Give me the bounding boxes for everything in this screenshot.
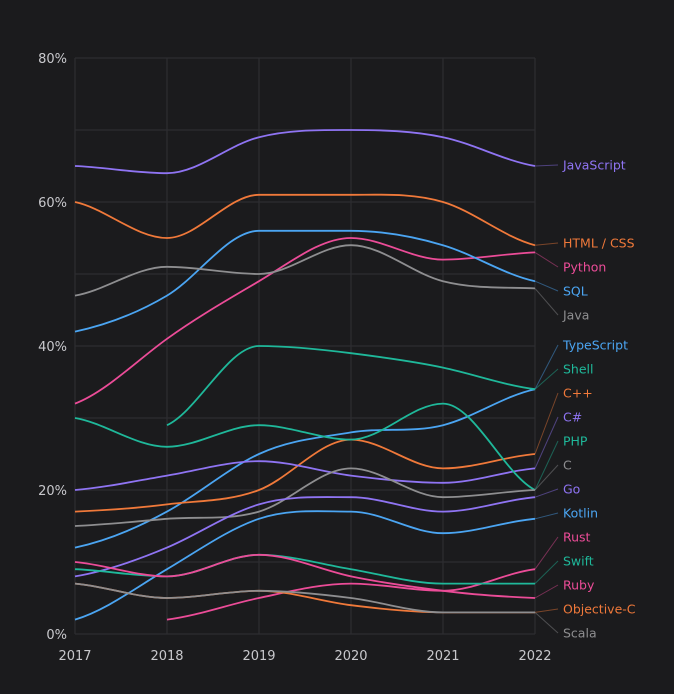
leader-line-shell xyxy=(534,368,559,390)
leader-line-c xyxy=(534,464,559,491)
series-line-java xyxy=(74,244,536,297)
series-line-c xyxy=(74,467,536,527)
series-line-ruby xyxy=(74,553,536,599)
series-label-swift: Swift xyxy=(563,554,594,569)
x-tick-label: 2018 xyxy=(150,649,183,664)
series-line-sql xyxy=(74,229,536,333)
leader-line-rust xyxy=(534,536,559,570)
x-tick-label: 2017 xyxy=(58,649,91,664)
y-tick-label: 80% xyxy=(38,52,67,67)
series-label-rust: Rust xyxy=(563,530,591,545)
leader-line-kotlin xyxy=(534,512,559,520)
leader-line-sql xyxy=(534,280,559,292)
leader-line-java xyxy=(534,288,559,316)
series-line-typescript xyxy=(74,388,536,549)
leader-line-php xyxy=(534,440,559,491)
series-label-javascript: JavaScript xyxy=(562,158,626,173)
leader-line-go xyxy=(534,488,559,498)
x-tick-label: 2021 xyxy=(426,649,459,664)
y-tick-label: 20% xyxy=(38,484,67,499)
leader-line-python xyxy=(534,251,559,268)
series-line-kotlin xyxy=(74,510,536,621)
series-lines xyxy=(74,129,536,621)
x-tick-label: 2019 xyxy=(242,649,275,664)
leader-line-html-css xyxy=(534,242,559,246)
leader-line-typescript xyxy=(534,344,559,390)
y-tick-label: 60% xyxy=(38,196,67,211)
y-tick-label: 40% xyxy=(38,340,67,355)
y-axis: 0% 20% 40% 60% 80% xyxy=(38,52,67,643)
series-line-rust xyxy=(166,568,536,621)
x-tick-label: 2020 xyxy=(334,649,367,664)
series-line-html-css xyxy=(74,193,536,247)
series-label-ruby: Ruby xyxy=(563,578,595,593)
series-label-c: C# xyxy=(563,410,582,425)
label-leaders xyxy=(534,164,559,634)
leader-line-c xyxy=(534,392,559,455)
series-label-objective-c: Objective-C xyxy=(563,602,636,617)
series-line-c xyxy=(74,438,536,513)
series-line-javascript xyxy=(74,129,536,175)
series-labels: JavaScript HTML / CSS Python SQL Java TypeScr… xyxy=(562,158,636,641)
series-label-kotlin: Kotlin xyxy=(563,506,598,521)
series-line-python xyxy=(74,237,536,405)
leader-line-javascript xyxy=(534,164,559,167)
leader-line-swift xyxy=(534,560,559,584)
series-line-swift xyxy=(74,553,535,585)
series-label-c: C xyxy=(563,458,572,473)
series-line-shell xyxy=(166,345,536,427)
series-line-scala xyxy=(74,582,536,614)
series-label-java: Java xyxy=(562,308,589,323)
series-label-scala: Scala xyxy=(563,626,597,641)
series-line-c xyxy=(74,460,536,491)
x-tick-label: 2022 xyxy=(518,649,551,664)
series-label-go: Go xyxy=(563,482,580,497)
series-label-python: Python xyxy=(563,260,606,275)
y-tick-label: 0% xyxy=(46,628,67,643)
series-label-html-css: HTML / CSS xyxy=(563,236,635,251)
leader-line-ruby xyxy=(534,584,559,599)
series-label-typescript: TypeScript xyxy=(562,338,628,353)
series-label-shell: Shell xyxy=(563,362,594,377)
series-line-go xyxy=(74,496,536,578)
x-axis: 2017 2018 2019 2020 2021 2022 xyxy=(58,649,551,664)
series-label-c: C++ xyxy=(563,386,593,401)
leader-line-objective-c xyxy=(534,608,559,613)
leader-line-c xyxy=(534,416,559,469)
series-label-php: PHP xyxy=(563,434,588,449)
series-line-php xyxy=(74,402,536,491)
leader-line-scala xyxy=(534,612,559,634)
grid xyxy=(74,57,536,635)
series-label-sql: SQL xyxy=(563,284,588,299)
